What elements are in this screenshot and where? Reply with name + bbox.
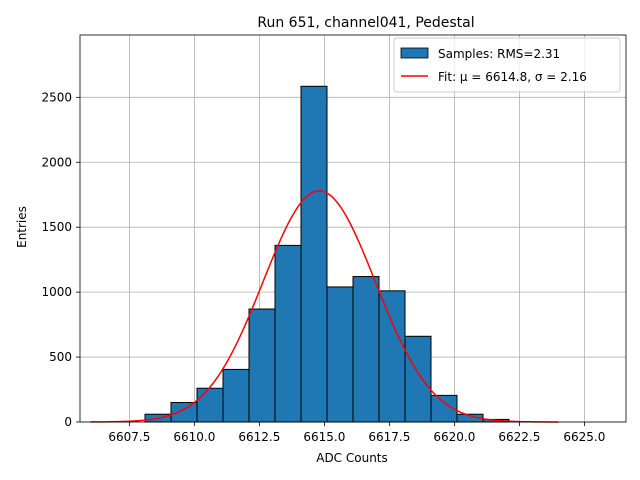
x-tick-label: 6615.0	[303, 430, 345, 444]
legend-fit-label: Fit: μ = 6614.8, σ = 2.16	[438, 70, 587, 84]
histogram-bar	[352, 276, 380, 423]
x-tick-label: 6617.5	[368, 430, 410, 444]
y-tick-label: 2500	[41, 90, 72, 104]
histogram-bar	[248, 308, 276, 423]
axes-frame	[79, 34, 627, 423]
y-tick-label: 500	[49, 350, 72, 364]
legend-box	[393, 37, 621, 93]
x-tick-label: 6622.5	[498, 430, 540, 444]
x-axis-label: ADC Counts	[316, 451, 388, 465]
histogram-bar	[222, 368, 250, 423]
histogram-bar	[326, 286, 354, 423]
histogram-bar	[378, 290, 406, 423]
y-axis-ticks: 0 500 1000 1500 2000 2500	[41, 90, 80, 429]
histogram-bar	[274, 244, 302, 423]
y-axis-label: Entries	[15, 206, 29, 248]
x-tick-label: 6612.5	[238, 430, 280, 444]
fit-curve-layer	[90, 190, 559, 423]
x-tick-label: 6625.0	[563, 430, 605, 444]
x-tick-label: 6607.5	[108, 430, 150, 444]
x-axis-ticks: 6607.5 6610.0 6612.5 6615.0 6617.5 6620.0 6622…	[108, 422, 605, 444]
legend-histogram-label: Samples: RMS=2.31	[438, 47, 560, 61]
histogram-bar	[196, 387, 224, 423]
histogram-bar	[300, 85, 328, 423]
grid-lines	[80, 35, 626, 423]
histogram-bar	[170, 402, 198, 423]
gaussian-fit-curve	[90, 190, 559, 423]
x-tick-label: 6610.0	[173, 430, 215, 444]
x-tick-label: 6620.0	[433, 430, 475, 444]
y-tick-label: 2000	[41, 155, 72, 169]
chart-title: Run 651, channel041, Pedestal	[257, 15, 474, 31]
y-tick-label: 1500	[41, 220, 72, 234]
legend-histogram-swatch	[400, 47, 429, 59]
histogram-bar	[404, 335, 432, 423]
y-tick-label: 1000	[41, 285, 72, 299]
y-tick-label: 0	[64, 415, 72, 429]
legend: Samples: RMS=2.31 Fit: μ = 6614.8, σ = 2…	[393, 37, 621, 93]
